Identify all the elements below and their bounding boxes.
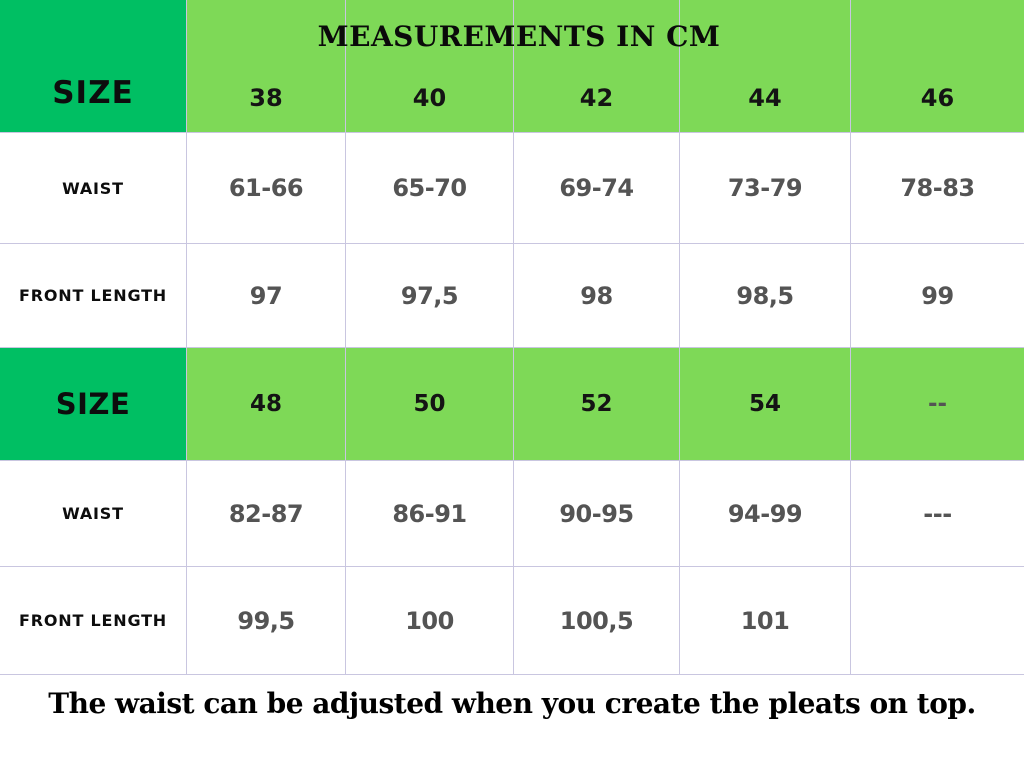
- value-text: 65-70: [392, 174, 467, 202]
- size-header-label: SIZE: [55, 387, 131, 421]
- waist-value-42: 69-74: [514, 133, 680, 244]
- size-column-label: 48: [249, 391, 282, 417]
- row-label-text: FRONT LENGTH: [19, 286, 167, 305]
- front-length-value-40: 97,5: [346, 244, 514, 348]
- waist-value-54: 94-99: [680, 461, 851, 567]
- front-length-value-38: 97: [187, 244, 346, 348]
- size-header-cell: SIZE: [0, 0, 187, 133]
- row-label-front-length: FRONT LENGTH: [0, 244, 187, 348]
- value-text: 94-99: [727, 499, 803, 528]
- value-text: 99,5: [237, 606, 295, 635]
- front-length-value-50: 100: [346, 567, 514, 675]
- size-header-label: SIZE: [52, 75, 134, 111]
- value-text: 97,5: [400, 281, 459, 310]
- size-column-label: 54: [748, 391, 781, 417]
- row-label-text: WAIST: [62, 178, 124, 198]
- size-column-label: 38: [249, 84, 283, 112]
- size-header-cell-2: SIZE: [0, 348, 187, 461]
- front-length-value-48: 99,5: [187, 567, 346, 675]
- value-text: 100: [405, 606, 454, 635]
- size-column-header-46: 46: [851, 0, 1024, 133]
- waist-value-50: 86-91: [346, 461, 514, 567]
- size-column-header-48: 48: [187, 348, 346, 461]
- size-column-label: 40: [412, 84, 447, 112]
- front-length-value-46: 99: [851, 244, 1024, 348]
- size-column-label: 52: [580, 391, 613, 417]
- size-column-header-50: 50: [346, 348, 514, 461]
- size-column-label: 44: [748, 84, 782, 112]
- value-text: 69-74: [559, 174, 634, 202]
- waist-value-48: 82-87: [187, 461, 346, 567]
- waist-value-44: 73-79: [680, 133, 851, 244]
- value-text: 73-79: [727, 174, 803, 202]
- size-column-label: 42: [579, 84, 614, 112]
- front-length-value-52: 100,5: [514, 567, 680, 675]
- size-column-header-54: 54: [680, 348, 851, 461]
- row-label-text: WAIST: [62, 504, 124, 523]
- size-column-label: 50: [413, 391, 446, 417]
- front-length-value-54: 101: [680, 567, 851, 675]
- value-text: 78-83: [900, 174, 975, 202]
- row-label-waist: WAIST: [0, 133, 187, 244]
- value-text: 100,5: [559, 606, 634, 635]
- value-text: 90-95: [559, 499, 634, 528]
- value-text: ---: [923, 499, 952, 528]
- waist-value-38: 61-66: [187, 133, 346, 244]
- footer-note: The waist can be adjusted when you creat…: [48, 687, 976, 720]
- waist-value-40: 65-70: [346, 133, 514, 244]
- size-chart-table: SIZE 38 40 42 44 46 MEASUREMENTS IN CM W…: [0, 0, 1024, 675]
- value-text: 82-87: [228, 499, 304, 528]
- waist-value-46: 78-83: [851, 133, 1024, 244]
- size-column-header-52: 52: [514, 348, 680, 461]
- value-text: 86-91: [392, 499, 467, 528]
- front-length-value-44: 98,5: [680, 244, 851, 348]
- size-column-header-40: 40: [346, 0, 514, 133]
- waist-value-empty: ---: [851, 461, 1024, 567]
- value-text: 97: [249, 281, 283, 310]
- row-label-front-length-2: FRONT LENGTH: [0, 567, 187, 675]
- value-text: 98: [580, 281, 613, 310]
- size-column-label: --: [927, 391, 948, 417]
- size-column-label: 46: [920, 84, 955, 112]
- value-text: 101: [740, 606, 790, 635]
- value-text: 99: [921, 281, 954, 310]
- size-column-header-44: 44: [680, 0, 851, 133]
- size-column-header-42: 42: [514, 0, 680, 133]
- row-label-waist-2: WAIST: [0, 461, 187, 567]
- front-length-value-empty: [851, 567, 1024, 675]
- value-text: 61-66: [228, 174, 304, 202]
- front-length-value-42: 98: [514, 244, 680, 348]
- waist-value-52: 90-95: [514, 461, 680, 567]
- size-column-header-empty: --: [851, 348, 1024, 461]
- value-text: 98,5: [736, 281, 794, 310]
- row-label-text: FRONT LENGTH: [19, 611, 167, 630]
- size-column-header-38: 38: [187, 0, 346, 133]
